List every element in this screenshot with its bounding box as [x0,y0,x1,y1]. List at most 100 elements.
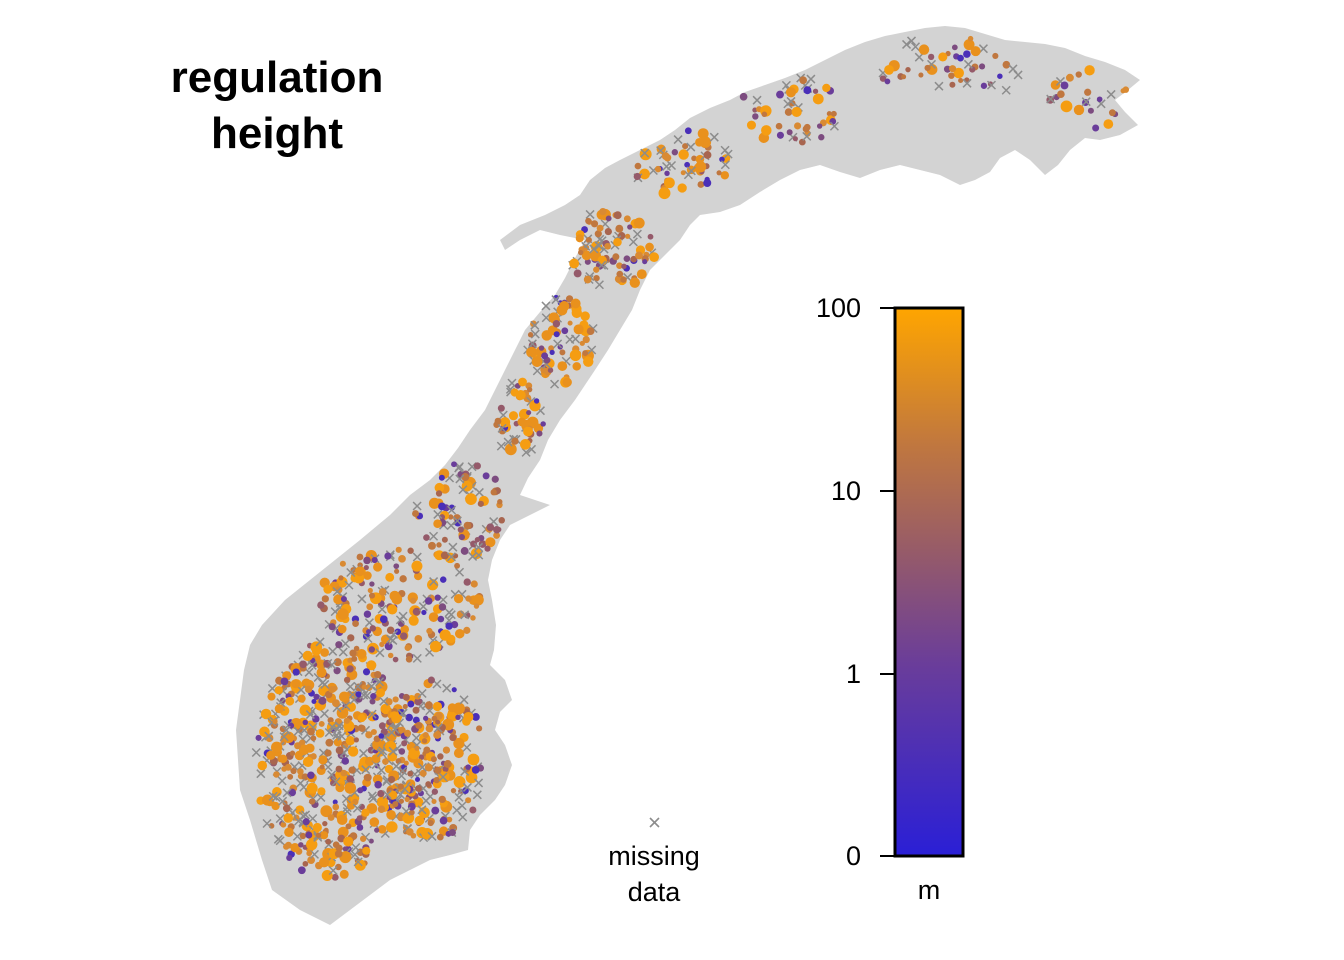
missing-site-marker [332,587,342,597]
site-marker [363,571,372,580]
site-marker [682,143,689,150]
missing-site-marker [458,812,468,822]
missing-site-marker [594,241,604,251]
missing-site-marker [359,690,369,700]
site-marker [376,688,385,698]
site-marker [572,362,582,371]
site-marker [340,769,348,777]
missing-site-marker [541,313,551,323]
site-marker [407,770,414,777]
missing-site-marker [541,301,551,311]
site-marker [306,838,318,851]
site-marker [265,734,274,742]
site-marker [613,237,622,247]
missing-site-marker [388,746,398,756]
site-marker [739,92,748,101]
site-marker [761,111,768,118]
site-marker [583,356,594,367]
site-marker [463,711,474,722]
site-marker [578,249,584,256]
site-marker [1120,88,1126,94]
site-marker [613,211,622,220]
site-marker [582,350,589,357]
site-marker [313,693,320,700]
site-marker [401,740,408,747]
missing-site-marker [438,772,448,782]
site-marker [394,628,402,635]
site-marker [431,806,440,815]
site-marker [291,679,301,689]
missing-site-marker [411,733,421,743]
missing-site-marker [412,653,422,663]
site-marker [352,620,359,628]
site-marker [309,798,316,805]
site-marker [476,725,483,732]
site-marker [719,156,725,163]
site-marker [323,584,333,594]
site-marker [399,575,407,583]
site-marker [493,525,501,534]
site-marker [429,640,442,653]
site-marker [441,536,448,543]
missing-site-marker [455,567,465,577]
site-marker [387,775,396,784]
missing-site-marker [328,646,338,656]
site-marker [377,825,387,834]
site-marker [412,607,421,616]
site-marker [449,829,456,836]
site-marker [1103,119,1114,129]
site-marker [274,704,284,714]
site-marker [421,738,428,744]
site-marker [482,472,490,480]
site-marker [465,595,472,602]
site-marker [404,796,410,803]
missing-site-marker [934,81,944,91]
site-marker [486,523,495,532]
site-marker [426,627,433,635]
missing-site-marker [367,681,377,691]
site-marker [346,665,354,673]
site-marker [573,269,582,278]
site-marker [473,462,481,470]
site-marker [540,421,546,427]
missing-site-marker [521,447,531,457]
site-marker [629,277,640,288]
site-marker [387,652,394,659]
site-marker [527,332,534,338]
site-marker [369,817,380,827]
missing-site-marker [307,660,317,670]
site-marker [363,774,370,781]
site-marker [684,127,692,135]
site-marker [621,263,627,270]
missing-site-marker [1008,64,1018,74]
site-marker [356,648,367,659]
missing-site-marker [786,96,796,106]
site-marker [518,377,527,387]
site-marker [658,187,671,200]
colorbar-tick-label: 0 [846,841,861,871]
missing-site-marker [382,790,392,800]
site-marker [412,797,424,808]
site-marker [586,327,595,336]
site-marker [884,78,891,85]
site-marker [453,593,464,604]
site-marker [424,597,433,605]
site-marker [332,803,340,811]
site-marker [474,536,481,543]
missing-site-marker [395,790,406,800]
missing-site-marker [337,731,347,741]
missing-site-marker [417,805,427,815]
site-marker [671,149,679,156]
site-marker [604,242,611,250]
site-marker [302,650,313,662]
site-marker [336,814,348,826]
site-marker [604,227,612,236]
site-marker [547,367,554,373]
missing-site-marker [686,166,696,176]
site-marker [447,710,457,720]
site-marker [356,815,363,822]
missing-site-marker [421,796,431,806]
site-marker [958,77,964,84]
site-marker [625,233,631,239]
